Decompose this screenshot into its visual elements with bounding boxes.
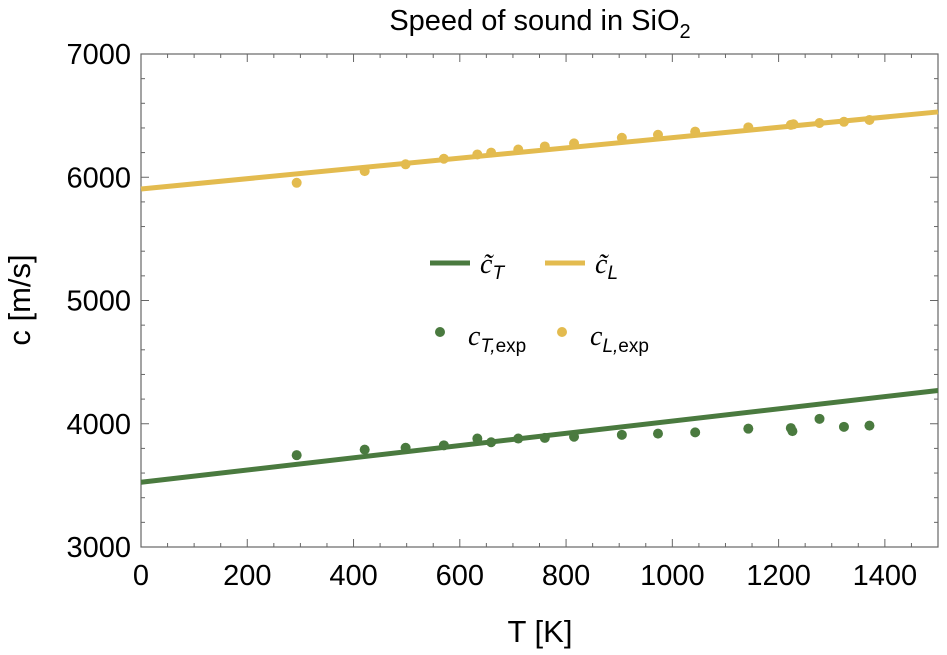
legend-point-swatch — [435, 327, 445, 337]
x-tick-label: 200 — [223, 560, 271, 592]
legend: c̃T c̃L cT,exp cL,exp — [430, 249, 649, 357]
chart-title: Speed of sound in SiO2 — [389, 5, 690, 43]
legend-line-label: c̃L — [595, 249, 618, 284]
y-tick-label: 7000 — [66, 39, 131, 71]
data-point-transverse — [438, 440, 449, 451]
data-point-longitudinal — [864, 114, 875, 125]
data-point-longitudinal — [539, 141, 550, 152]
data-point-transverse — [539, 432, 550, 443]
data-point-transverse — [359, 444, 370, 455]
x-tick-label: 600 — [436, 560, 484, 592]
legend-point-swatch — [557, 327, 567, 337]
x-tick-label: 400 — [329, 560, 377, 592]
plot-frame — [140, 53, 939, 548]
data-point-transverse — [814, 413, 825, 424]
data-point-longitudinal — [616, 132, 627, 143]
x-tick-label: 0 — [133, 560, 149, 592]
data-point-longitudinal — [486, 147, 497, 158]
data-point-transverse — [486, 437, 497, 448]
data-point-longitudinal — [438, 153, 449, 164]
data-point-longitudinal — [513, 144, 524, 155]
y-tick-label: 5000 — [66, 286, 131, 318]
data-point-longitudinal — [814, 118, 825, 129]
legend-point-label: cL,exp — [590, 321, 649, 357]
y-tick-label: 6000 — [66, 162, 131, 194]
data-point-transverse — [472, 433, 483, 444]
data-point-transverse — [291, 450, 302, 461]
data-point-longitudinal — [690, 126, 701, 137]
x-tick-label: 1000 — [640, 560, 705, 592]
legend-point-label: cT,exp — [468, 321, 526, 357]
data-point-longitudinal — [472, 149, 483, 160]
data-points — [291, 114, 875, 461]
data-point-longitudinal — [838, 116, 849, 127]
data-point-transverse — [743, 423, 754, 434]
legend-line-label: c̃T — [480, 249, 505, 284]
data-point-longitudinal — [569, 138, 580, 149]
data-point-transverse — [652, 428, 663, 439]
fit-lines — [140, 109, 939, 485]
data-point-longitudinal — [652, 129, 663, 140]
fit-line-transverse — [140, 387, 939, 485]
x-tick-label: 1400 — [853, 560, 918, 592]
data-point-transverse — [513, 433, 524, 444]
data-point-transverse — [616, 429, 627, 440]
data-point-longitudinal — [291, 177, 302, 188]
data-point-longitudinal — [400, 159, 411, 170]
ticks-layer: 0 200 400 600 800 1000 1200 1400 3000 4000 5000 600… — [66, 39, 939, 592]
y-tick-label: 4000 — [66, 409, 131, 441]
fit-line-longitudinal — [140, 109, 939, 192]
data-point-transverse — [787, 426, 798, 437]
x-tick-label: 1200 — [746, 560, 811, 592]
x-axis-label: T [K] — [508, 614, 573, 649]
data-point-longitudinal — [359, 166, 370, 177]
data-point-transverse — [864, 420, 875, 431]
y-tick-label: 3000 — [66, 532, 131, 564]
data-point-transverse — [690, 427, 701, 438]
x-tick-label: 800 — [542, 560, 590, 592]
data-point-longitudinal — [743, 122, 754, 133]
y-axis-label: c [m/s] — [2, 254, 37, 345]
data-point-transverse — [838, 421, 849, 432]
data-point-transverse — [400, 442, 411, 453]
data-point-longitudinal — [788, 119, 799, 130]
data-point-transverse — [569, 431, 580, 442]
